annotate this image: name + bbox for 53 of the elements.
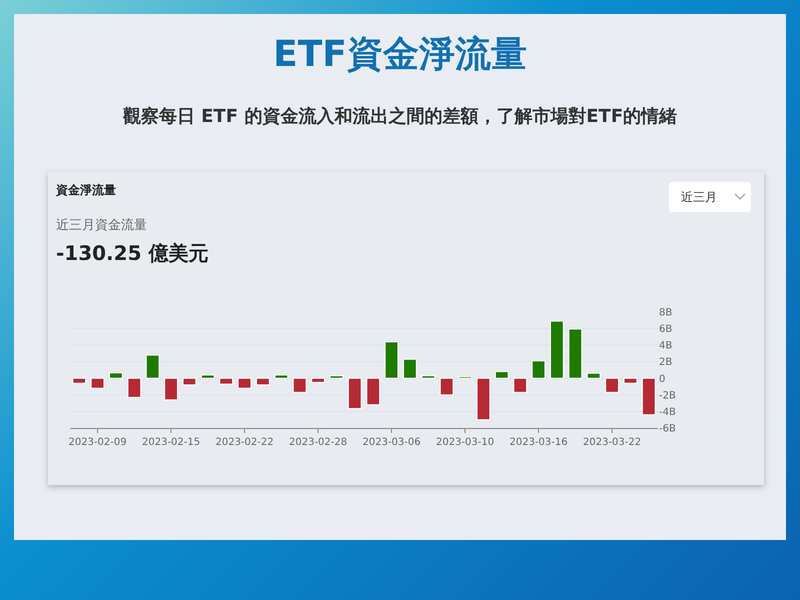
bar — [532, 360, 546, 379]
y-tick-label: -6B — [659, 424, 676, 434]
bar — [513, 378, 528, 393]
chart-subtitle: 觀察每日 ETF 的資金流入和流出之間的差額，了解市場對ETF的情緒 — [122, 105, 678, 128]
x-tick-label: 2023-03-06 — [362, 437, 421, 448]
bar — [476, 378, 490, 420]
x-tick-label: 2023-02-28 — [288, 437, 348, 448]
bar — [164, 378, 178, 400]
bar — [366, 378, 380, 406]
y-tick-label: 2B — [659, 357, 672, 368]
bar — [494, 371, 509, 379]
y-tick-label: -4B — [659, 406, 676, 418]
bar — [384, 341, 398, 379]
bar — [586, 372, 601, 379]
x-tick-label: 2023-02-15 — [142, 437, 200, 448]
y-tick-label: 8B — [659, 308, 672, 318]
bar — [256, 378, 270, 386]
bar — [200, 374, 215, 379]
bar — [311, 378, 325, 383]
bar — [568, 328, 582, 379]
bar — [421, 375, 436, 379]
bar — [72, 378, 86, 384]
bar — [127, 378, 142, 398]
bar — [403, 358, 417, 379]
text: 資金淨流量 — [56, 182, 116, 199]
bar — [550, 320, 564, 379]
bar — [605, 378, 619, 393]
bar — [624, 378, 638, 384]
bar — [348, 378, 362, 410]
bar — [182, 378, 196, 386]
bar — [330, 375, 344, 379]
x-tick-label: 2023-02-09 — [68, 437, 127, 448]
bar — [274, 374, 288, 379]
y-tick-label: 0 — [659, 374, 666, 385]
bar — [219, 378, 234, 385]
text: 近三月資金流量 — [56, 217, 147, 234]
bar — [292, 378, 307, 393]
y-tick-label: 6B — [659, 324, 672, 336]
bar — [109, 372, 123, 379]
text: 近三月 — [669, 182, 751, 212]
bar — [440, 378, 454, 396]
bar — [642, 378, 656, 416]
y-tick-label: 4B — [659, 340, 672, 352]
text: -130.25 億美元 — [56, 240, 208, 267]
bar — [238, 378, 252, 389]
x-tick-label: 2023-03-22 — [582, 437, 642, 448]
y-tick-label: -2B — [659, 390, 676, 402]
x-tick-label: 2023-03-16 — [509, 437, 568, 448]
bar — [146, 354, 160, 379]
chart-title: ETF資金淨流量 — [272, 33, 528, 77]
bar — [90, 378, 104, 389]
x-tick-label: 2023-03-10 — [436, 437, 494, 448]
x-tick-label: 2023-02-22 — [215, 437, 274, 448]
